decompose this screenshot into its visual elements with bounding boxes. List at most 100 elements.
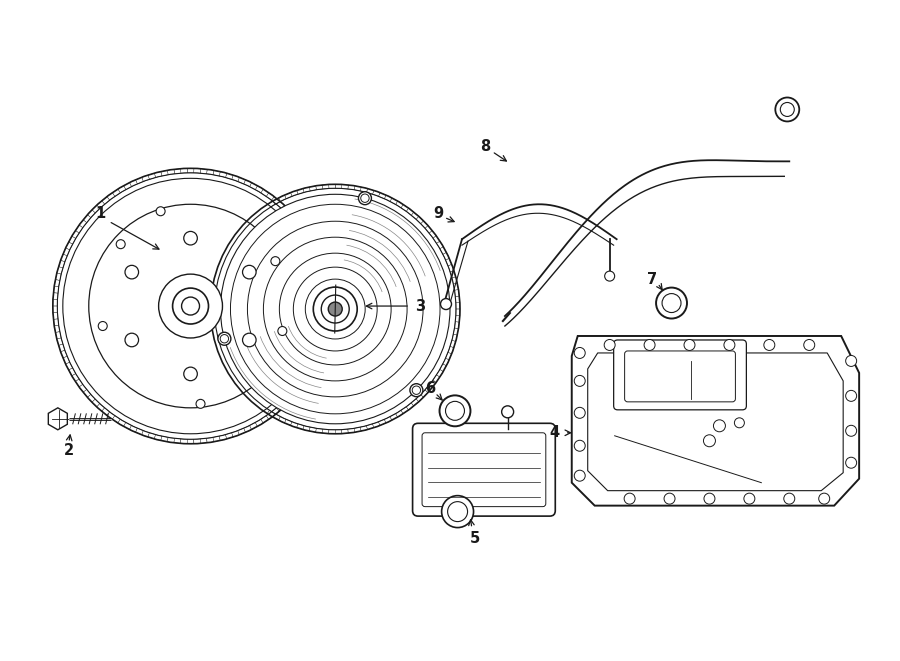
Polygon shape <box>443 358 449 366</box>
Polygon shape <box>272 408 279 416</box>
Polygon shape <box>455 303 460 309</box>
Polygon shape <box>266 193 274 200</box>
Polygon shape <box>256 403 265 410</box>
Circle shape <box>271 256 280 266</box>
Polygon shape <box>66 242 73 250</box>
Polygon shape <box>187 439 194 444</box>
Polygon shape <box>379 419 386 426</box>
Circle shape <box>321 295 349 323</box>
Polygon shape <box>53 313 58 319</box>
Circle shape <box>604 340 616 350</box>
Circle shape <box>819 493 830 504</box>
Polygon shape <box>323 313 328 319</box>
Circle shape <box>447 502 468 522</box>
Polygon shape <box>155 434 162 440</box>
Polygon shape <box>310 186 317 191</box>
Polygon shape <box>328 430 335 434</box>
Polygon shape <box>221 253 228 260</box>
Polygon shape <box>314 254 320 262</box>
Polygon shape <box>102 196 110 204</box>
Circle shape <box>846 356 857 366</box>
Polygon shape <box>454 290 459 296</box>
Circle shape <box>412 386 420 395</box>
Polygon shape <box>161 171 168 176</box>
Polygon shape <box>366 188 373 194</box>
Polygon shape <box>321 280 327 287</box>
Circle shape <box>125 333 139 347</box>
Polygon shape <box>161 436 168 442</box>
Circle shape <box>764 340 775 350</box>
Polygon shape <box>118 186 126 193</box>
Polygon shape <box>227 241 234 249</box>
Polygon shape <box>284 419 292 426</box>
Polygon shape <box>266 412 274 419</box>
Polygon shape <box>213 436 220 442</box>
Polygon shape <box>238 428 246 435</box>
FancyBboxPatch shape <box>422 433 545 506</box>
Polygon shape <box>450 270 455 278</box>
Polygon shape <box>211 315 215 322</box>
Polygon shape <box>420 221 427 228</box>
Polygon shape <box>261 416 269 423</box>
Polygon shape <box>284 192 292 199</box>
Polygon shape <box>354 427 361 432</box>
Polygon shape <box>249 422 257 430</box>
Polygon shape <box>302 231 310 239</box>
Polygon shape <box>588 353 843 490</box>
Polygon shape <box>226 433 233 439</box>
Circle shape <box>656 288 687 319</box>
Polygon shape <box>309 242 315 250</box>
Circle shape <box>846 425 857 436</box>
Polygon shape <box>348 185 355 190</box>
Polygon shape <box>322 286 328 293</box>
Polygon shape <box>455 296 460 303</box>
Text: 7: 7 <box>646 272 657 287</box>
Polygon shape <box>433 375 440 382</box>
Polygon shape <box>181 169 187 173</box>
Text: 6: 6 <box>425 381 435 397</box>
Polygon shape <box>316 260 322 268</box>
Polygon shape <box>247 395 255 402</box>
Polygon shape <box>194 169 201 173</box>
Circle shape <box>158 274 222 338</box>
Polygon shape <box>68 236 76 244</box>
Polygon shape <box>309 362 315 370</box>
Polygon shape <box>60 254 68 262</box>
Polygon shape <box>261 189 269 196</box>
Polygon shape <box>49 408 68 430</box>
Polygon shape <box>148 173 156 179</box>
Circle shape <box>644 340 655 350</box>
Polygon shape <box>411 399 418 406</box>
Polygon shape <box>335 184 342 188</box>
Polygon shape <box>211 303 215 309</box>
Polygon shape <box>54 280 59 287</box>
Polygon shape <box>286 395 293 403</box>
Polygon shape <box>234 380 241 387</box>
Polygon shape <box>231 175 239 182</box>
Polygon shape <box>354 186 361 191</box>
Polygon shape <box>319 338 324 346</box>
Polygon shape <box>238 225 246 233</box>
Polygon shape <box>174 169 181 174</box>
Polygon shape <box>167 438 175 443</box>
Polygon shape <box>211 309 215 315</box>
Text: 2: 2 <box>64 444 74 458</box>
Polygon shape <box>455 315 460 322</box>
Circle shape <box>358 192 372 205</box>
Circle shape <box>574 375 585 387</box>
Polygon shape <box>252 212 259 219</box>
Polygon shape <box>273 414 281 420</box>
Circle shape <box>446 401 464 420</box>
Text: 8: 8 <box>480 139 491 154</box>
Polygon shape <box>314 350 320 358</box>
Polygon shape <box>224 364 230 371</box>
Polygon shape <box>572 336 860 506</box>
Polygon shape <box>272 196 279 204</box>
Circle shape <box>744 493 755 504</box>
Polygon shape <box>316 185 322 190</box>
Polygon shape <box>320 273 326 280</box>
Polygon shape <box>54 325 59 332</box>
Polygon shape <box>130 180 138 186</box>
Polygon shape <box>433 236 440 243</box>
Polygon shape <box>56 273 61 280</box>
